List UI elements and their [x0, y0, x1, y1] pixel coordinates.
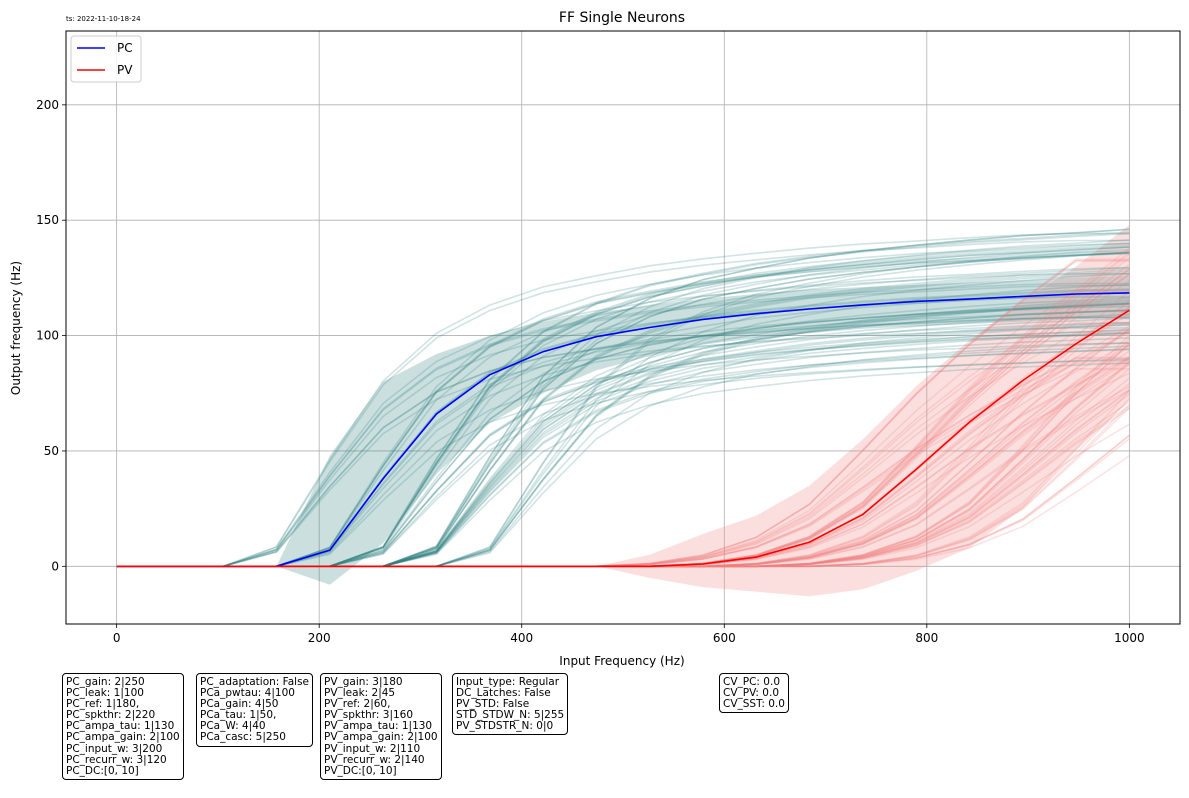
param-line: PCa_casc: 5|250 — [200, 731, 286, 744]
series-line-pv — [116, 309, 1130, 568]
param-line: PV_gain: 3|180 — [324, 676, 403, 688]
trial-trace-pc — [116, 232, 1130, 568]
param-line: PCa_pwtau: 4|100 — [200, 687, 295, 700]
param-line: PC_leak: 1|100 — [66, 687, 144, 700]
param-line: PV_DC:[0, 10] — [324, 764, 397, 777]
legend-label: PV — [117, 63, 133, 77]
param-line: PC_adaptation: False — [200, 676, 310, 688]
param-line: PC_DC:[0, 10] — [66, 764, 139, 777]
trial-trace-pc — [116, 273, 1130, 568]
param-box: PC_gain: 2|250 PC_leak: 1|100 PC_ref: 1|18… — [62, 673, 184, 780]
trial-trace-pc — [116, 296, 1130, 568]
plot-frame — [65, 30, 1181, 625]
ticks: 0 200 400 600 800 1000 0 50 100 150 200 — [36, 98, 1145, 645]
param-line: STD_STDW_N: 5|255 — [456, 709, 565, 722]
x-tick-label: 200 — [308, 631, 331, 645]
param-line: PC_ref: 1|180, — [66, 698, 140, 711]
param-line: PC_ampa_tau: 1|130 — [66, 720, 175, 733]
param-line: PV_input_w: 2|110 — [324, 742, 421, 755]
trial-trace-pc — [116, 239, 1130, 568]
param-line: PCa_W: 4|40 — [200, 720, 266, 733]
param-line: PV_ampa_gain: 2|100 — [324, 731, 438, 744]
y-tick-label: 50 — [44, 444, 59, 458]
x-axis-label: Input Frequency (Hz) — [559, 654, 684, 668]
param-box: CV_PC: 0.0 CV_PV: 0.0 CV_SST: 0.0 — [719, 673, 789, 714]
trial-trace-pc — [116, 327, 1130, 568]
trial-trace-pc — [116, 316, 1130, 568]
x-tick-label: 1000 — [1114, 631, 1145, 645]
param-line: PC_ampa_gain: 2|100 — [66, 731, 180, 744]
x-tick-label: 0 — [113, 631, 121, 645]
param-line: DC_Latches: False — [456, 687, 551, 700]
trial-trace-pc — [116, 282, 1130, 568]
param-line: PV_ref: 2|60, — [324, 698, 391, 711]
grid — [66, 31, 1180, 624]
series-lines — [116, 292, 1130, 568]
trial-trace-pc — [116, 284, 1130, 568]
param-line: CV_SST: 0.0 — [723, 698, 785, 711]
legend: PC PV — [70, 35, 142, 83]
param-line: PV_ampa_tau: 1|130 — [324, 720, 433, 733]
series-band-pc — [116, 275, 1130, 585]
trial-trace-pc — [116, 317, 1130, 568]
param-line: PC_recurr_w: 3|120 — [66, 753, 167, 766]
timestamp-label: ts: 2022-11-10-18-24 — [66, 15, 141, 23]
param-line: PC_input_w: 3|200 — [66, 742, 163, 755]
trial-traces — [116, 228, 1130, 568]
param-line: Input_type: Regular — [456, 676, 560, 688]
param-line: PV_STD: False — [456, 698, 530, 711]
param-box: PC_adaptation: False PCa_pwtau: 4|100 PCa_… — [196, 673, 314, 747]
param-line: PC_spkthr: 2|220 — [66, 709, 156, 722]
legend-label: PC — [117, 41, 133, 55]
series-line-pc — [116, 292, 1130, 568]
x-tick-label: 800 — [915, 631, 938, 645]
y-axis-label: Output frequency (Hz) — [9, 261, 23, 395]
param-line: PCa_gain: 4|50 — [200, 698, 279, 711]
param-line: PCa_tau: 1|50, — [200, 709, 277, 722]
param-line: PV_leak: 2|45 — [324, 687, 396, 700]
param-line: PC_gain: 2|250 — [66, 676, 145, 688]
x-tick-label: 600 — [713, 631, 736, 645]
param-line: PV_spkthr: 3|160 — [324, 709, 414, 722]
param-line: CV_PV: 0.0 — [723, 687, 779, 700]
param-line: PV_recurr_w: 2|140 — [324, 753, 425, 766]
param-box: PV_gain: 3|180 PV_leak: 2|45 PV_ref: 2|60,… — [320, 673, 442, 780]
param-line: CV_PC: 0.0 — [723, 676, 781, 688]
y-tick-label: 100 — [36, 329, 59, 343]
y-tick-label: 0 — [51, 559, 59, 573]
y-tick-label: 200 — [36, 98, 59, 112]
chart-title: FF Single Neurons — [559, 10, 685, 26]
y-tick-label: 150 — [36, 213, 59, 227]
x-tick-label: 400 — [510, 631, 533, 645]
param-line: PV_STDSTR_N: 0|0 — [456, 720, 554, 733]
param-box: Input_type: Regular DC_Latches: False PV_S… — [452, 673, 569, 736]
